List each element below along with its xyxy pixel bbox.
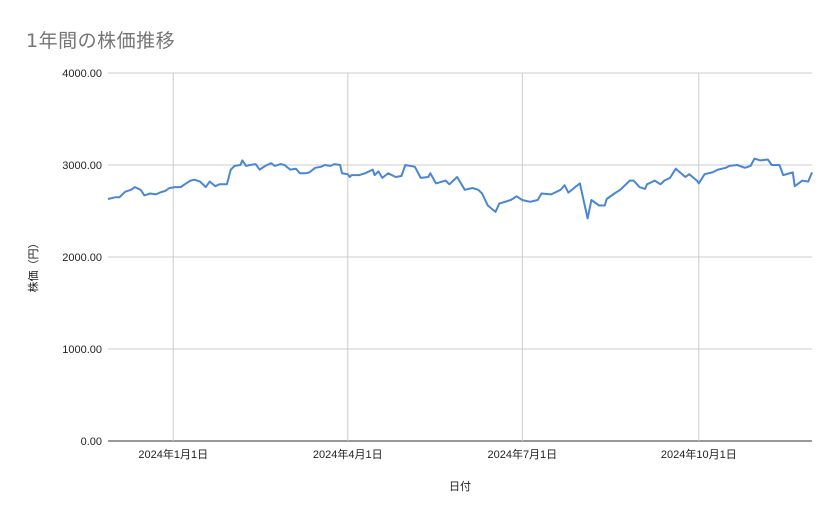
x-tick-label: 2024年4月1日 (313, 447, 383, 461)
x-tick-label: 2024年7月1日 (487, 447, 557, 461)
x-axis-ticks: 2024年1月1日 2024年4月1日 2024年7月1日 2024年10月1日 (138, 447, 736, 461)
y-tick-label: 3000.00 (62, 160, 102, 172)
gridlines (108, 72, 812, 442)
y-tick-label: 1000.00 (62, 344, 102, 356)
series-line (107, 157, 813, 220)
y-axis-ticks: 0.00 1000.00 2000.00 3000.00 4000.00 (62, 68, 102, 448)
x-axis-label: 日付 (449, 480, 471, 493)
y-axis-label: 株価（円） (26, 238, 40, 293)
y-tick-label: 4000.00 (62, 68, 102, 80)
series (107, 157, 813, 220)
y-tick-label: 2000.00 (62, 252, 102, 264)
chart-title: 1年間の株価推移 (26, 30, 176, 52)
y-tick-label: 0.00 (81, 436, 102, 448)
x-tick-label: 2024年1月1日 (138, 447, 208, 461)
x-tick-label: 2024年10月1日 (661, 447, 737, 461)
